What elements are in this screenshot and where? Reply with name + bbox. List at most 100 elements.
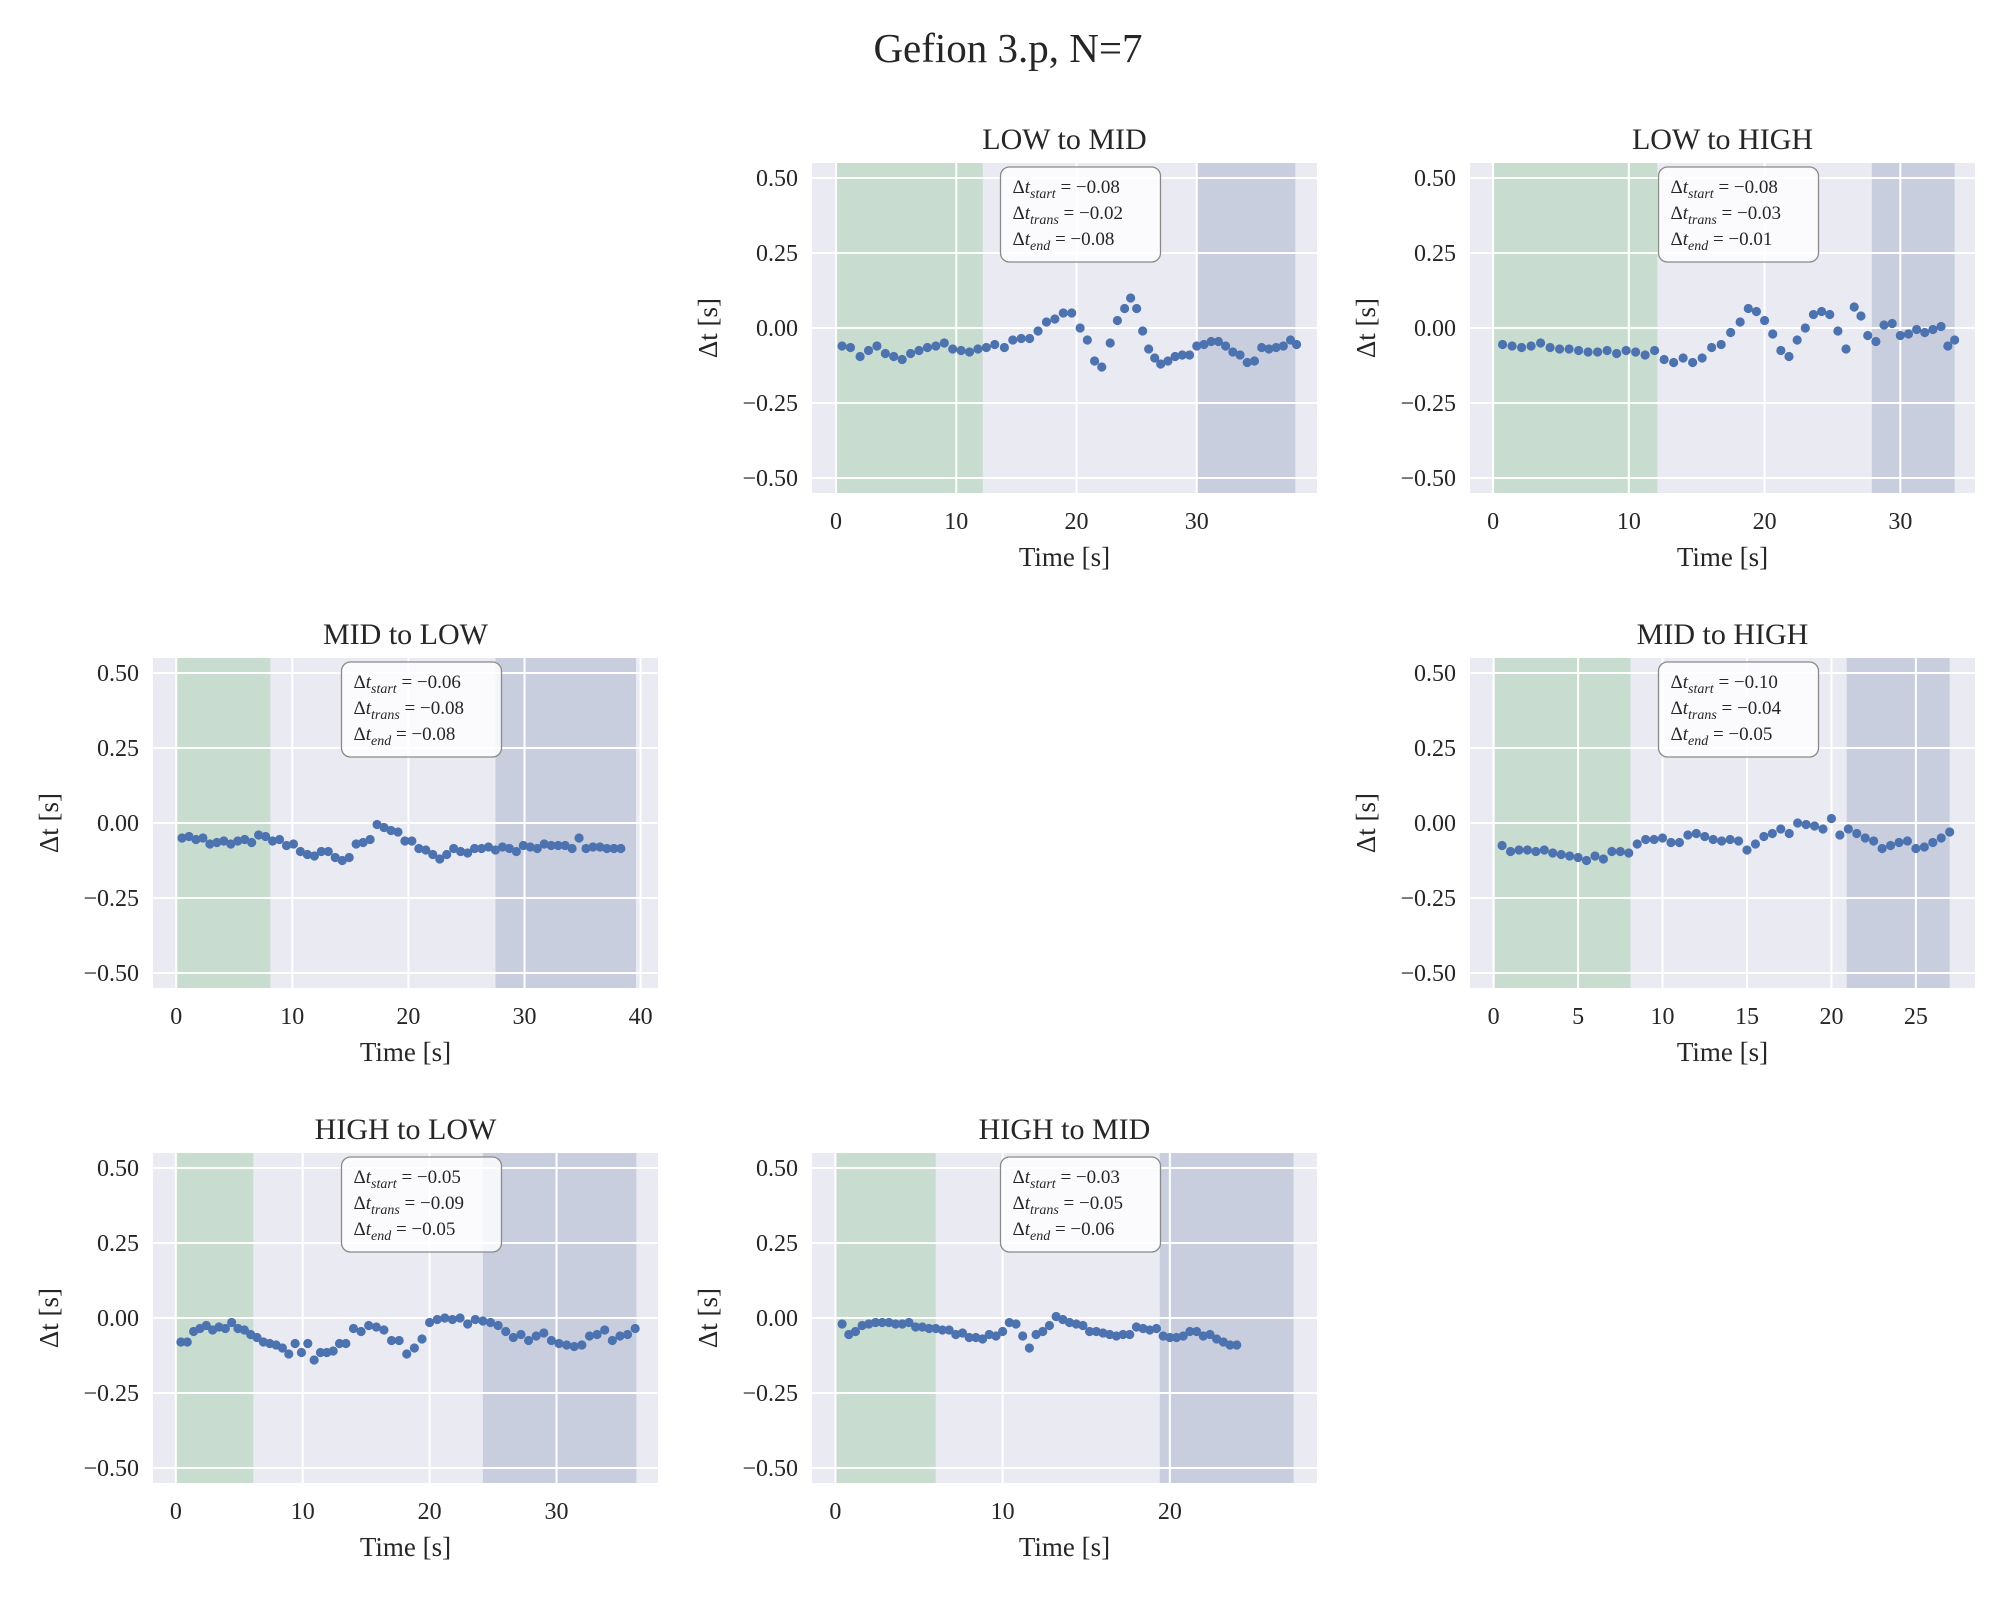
- data-point: [239, 1325, 249, 1335]
- data-point: [463, 848, 473, 858]
- annotation-start: Δtstart = −0.05: [354, 1167, 461, 1192]
- x-tick-label: 20: [1158, 1499, 1182, 1525]
- data-point: [957, 1328, 968, 1338]
- data-point: [252, 1332, 262, 1343]
- data-point: [284, 1349, 294, 1359]
- data-point: [981, 342, 991, 353]
- data-point: [372, 819, 382, 830]
- data-point: [1697, 353, 1707, 363]
- data-point: [863, 345, 874, 356]
- data-point: [581, 843, 591, 854]
- data-point: [1165, 1332, 1175, 1343]
- x-tick-label: 40: [629, 1004, 653, 1030]
- y-tick-label: 0.00: [97, 811, 139, 837]
- data-point: [602, 843, 612, 854]
- data-point: [1743, 303, 1753, 314]
- data-point: [1084, 1326, 1095, 1337]
- data-point: [1184, 350, 1195, 360]
- data-point: [539, 839, 549, 849]
- data-point: [880, 348, 890, 359]
- data-point: [348, 1323, 359, 1334]
- y-tick-label: 0.50: [756, 166, 798, 192]
- data-point: [456, 846, 466, 857]
- data-point: [414, 843, 424, 854]
- data-point: [1257, 342, 1267, 353]
- data-point: [1548, 848, 1558, 858]
- data-point: [463, 1319, 473, 1329]
- data-point: [1869, 836, 1879, 846]
- y-tick-label: 0.25: [1414, 736, 1456, 762]
- data-point: [1590, 851, 1600, 861]
- data-point: [1067, 308, 1077, 318]
- data-point: [1008, 335, 1018, 345]
- data-point: [592, 1329, 602, 1340]
- data-point: [315, 1347, 326, 1358]
- x-axis-label: Time [s]: [1019, 1532, 1110, 1562]
- data-point: [1800, 323, 1810, 333]
- data-point: [1768, 329, 1778, 339]
- data-point: [1082, 335, 1092, 345]
- x-tick-label: 0: [829, 1499, 841, 1525]
- data-point: [1678, 353, 1688, 363]
- data-point: [219, 836, 229, 846]
- data-point: [1564, 344, 1574, 354]
- data-point: [877, 1317, 887, 1328]
- data-point: [379, 1325, 389, 1335]
- data-point: [1271, 342, 1281, 353]
- data-point: [990, 339, 1000, 350]
- data-point: [1120, 303, 1130, 314]
- data-point: [1877, 843, 1887, 854]
- data-point: [924, 1323, 934, 1334]
- data-point: [1708, 834, 1718, 845]
- data-point: [198, 833, 208, 843]
- annotation-trans: Δttrans = −0.04: [1671, 698, 1782, 723]
- data-point: [334, 1338, 345, 1349]
- data-point: [1936, 321, 1946, 332]
- y-axis-label: Δt [s]: [34, 793, 64, 853]
- annotation-frame: [999, 166, 1162, 263]
- x-tick-label: 20: [396, 1004, 420, 1030]
- data-point: [1943, 341, 1953, 351]
- data-point: [600, 1325, 610, 1335]
- data-point: [891, 1319, 901, 1329]
- data-point: [364, 1320, 374, 1331]
- data-point: [1776, 824, 1786, 834]
- data-point: [309, 851, 319, 861]
- data-point: [1033, 326, 1043, 336]
- data-point: [288, 839, 299, 849]
- data-point: [567, 843, 577, 854]
- data-point: [1192, 1326, 1202, 1337]
- data-point: [1058, 308, 1068, 318]
- data-point: [948, 344, 958, 354]
- x-tick-label: 20: [1753, 509, 1777, 535]
- data-point: [184, 831, 194, 842]
- data-point: [1621, 345, 1631, 356]
- data-point: [1038, 1326, 1048, 1337]
- x-tick-label: 20: [1065, 509, 1089, 535]
- data-point: [1726, 327, 1736, 338]
- x-axis-label: Time [s]: [1677, 1037, 1768, 1067]
- y-tick-label: 0.00: [1414, 811, 1456, 837]
- data-point: [449, 843, 459, 854]
- y-tick-label: −0.25: [83, 1381, 139, 1407]
- data-point: [1691, 828, 1701, 839]
- data-point: [435, 854, 445, 864]
- data-point: [267, 836, 278, 846]
- data-point: [1750, 839, 1761, 849]
- x-tick-label: 15: [1735, 1004, 1759, 1030]
- data-point: [1507, 341, 1517, 351]
- data-point: [1649, 834, 1659, 845]
- data-point: [432, 1314, 442, 1325]
- data-point: [277, 1343, 288, 1353]
- data-point: [1666, 837, 1676, 848]
- y-tick-label: −0.25: [83, 886, 139, 912]
- data-point: [1235, 350, 1245, 360]
- data-point: [523, 1335, 534, 1346]
- data-point: [904, 1317, 914, 1328]
- data-point: [1545, 342, 1555, 353]
- data-point: [485, 1317, 496, 1328]
- data-point: [421, 845, 431, 855]
- y-tick-label: 0.25: [756, 241, 798, 267]
